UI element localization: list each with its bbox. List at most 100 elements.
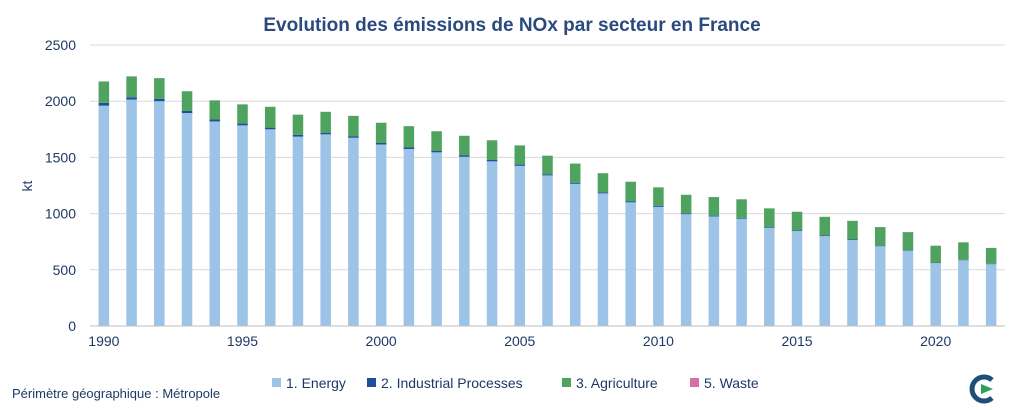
bar-segment-energy [431, 152, 442, 326]
y-axis-ticks: 0 500 1000 1500 2000 2500 [45, 37, 76, 334]
y-tick-label: 500 [53, 262, 77, 278]
bar-segment-industrial-processes [459, 155, 470, 157]
bar-segment-industrial-processes [486, 159, 498, 162]
legend: 1. Energy 2. Industrial Processes 3. Agric… [272, 375, 759, 391]
x-axis-ticks: 1990 1995 2000 2005 2010 2015 2020 [88, 333, 951, 349]
y-tick-label: 0 [68, 318, 76, 334]
bar-segment-industrial-processes [209, 119, 221, 122]
bar-segment-agriculture [348, 115, 359, 137]
bar-segment-energy [320, 134, 331, 326]
bar-segment-energy [181, 113, 193, 326]
legend-swatch [367, 378, 376, 387]
y-tick-label: 2500 [45, 37, 76, 53]
bar-segment-agriculture [375, 122, 387, 144]
bar-segment-energy [653, 206, 664, 326]
legend-swatch [562, 378, 571, 387]
bar-segment-industrial-processes [431, 150, 442, 153]
bar-segment-agriculture [958, 242, 969, 260]
x-tick-label: 1990 [88, 333, 119, 349]
bar-segment-industrial-processes [264, 127, 276, 130]
legend-swatch [272, 378, 281, 387]
legend-label: 5. Waste [704, 375, 759, 391]
bar-segment-agriculture [874, 227, 886, 246]
bar-segment-industrial-processes [98, 102, 110, 106]
bar-segment-agriculture [486, 140, 498, 160]
bar-segment-energy [625, 202, 636, 326]
x-tick-label: 2015 [781, 333, 812, 349]
bar-segment-energy [154, 101, 165, 326]
bar-segment-energy [985, 264, 997, 326]
bar-segment-agriculture [264, 106, 276, 128]
bar-segment-industrial-processes [764, 226, 775, 228]
bar-segment-energy [292, 136, 304, 326]
bar-segment-agriculture [181, 91, 193, 111]
bar-segment-industrial-processes [708, 215, 720, 217]
bar-segment-energy [569, 183, 581, 326]
x-tick-label: 2020 [920, 333, 951, 349]
citepa-logo-icon [969, 374, 994, 404]
bar-segment-agriculture [597, 173, 609, 193]
bar-segment-energy [264, 129, 276, 326]
bar-segment-agriculture [653, 187, 664, 206]
legend-label: 2. Industrial Processes [381, 375, 523, 391]
bar-segment-agriculture [320, 111, 331, 133]
bar-segment-agriculture [237, 104, 248, 124]
bar-segment-energy [874, 246, 886, 326]
bar-segment-industrial-processes [653, 205, 664, 207]
x-tick-label: 2000 [366, 333, 397, 349]
bar-segment-industrial-processes [542, 174, 553, 176]
legend-swatch [690, 378, 699, 387]
bar-segment-agriculture [403, 126, 415, 148]
bar-segment-industrial-processes [126, 97, 137, 100]
bar-segment-agriculture [736, 199, 747, 218]
y-tick-label: 1500 [45, 149, 76, 165]
bars [98, 76, 997, 326]
bar-segment-industrial-processes [375, 143, 387, 145]
bar-segment-energy [542, 175, 553, 326]
bar-segment-agriculture [930, 245, 941, 263]
y-tick-label: 2000 [45, 93, 76, 109]
bar-segment-industrial-processes [348, 136, 359, 138]
legend-label: 1. Energy [286, 375, 346, 391]
bar-segment-agriculture [708, 197, 720, 216]
bar-segment-agriculture [126, 76, 137, 98]
bar-segment-energy [680, 214, 692, 326]
bar-segment-industrial-processes [320, 132, 331, 135]
legend-label: 3. Agriculture [576, 375, 658, 391]
bar-segment-industrial-processes [680, 213, 692, 215]
bar-segment-industrial-processes [403, 147, 415, 149]
x-tick-label: 2010 [643, 333, 674, 349]
bar-segment-industrial-processes [625, 201, 636, 203]
bar-segment-energy [930, 263, 941, 326]
bar-segment-energy [597, 193, 609, 326]
bar-segment-energy [209, 121, 221, 326]
bar-segment-agriculture [569, 163, 581, 183]
bar-segment-energy [459, 156, 470, 326]
bar-segment-agriculture [764, 208, 775, 227]
bar-segment-agriculture [680, 194, 692, 214]
bar-segment-energy [736, 218, 747, 326]
bar-segment-energy [348, 137, 359, 326]
bar-segment-energy [403, 148, 415, 326]
x-tick-label: 1995 [227, 333, 258, 349]
bar-segment-agriculture [154, 78, 165, 99]
bar-segment-energy [764, 227, 775, 326]
bar-segment-energy [237, 125, 248, 326]
bar-segment-agriculture [791, 211, 803, 231]
y-tick-label: 1000 [45, 206, 76, 222]
bar-segment-energy [791, 231, 803, 326]
bar-segment-energy [708, 216, 720, 326]
bar-segment-industrial-processes [597, 192, 609, 194]
bar-segment-industrial-processes [736, 217, 747, 219]
bar-segment-energy [819, 236, 831, 326]
chart-title: Evolution des émissions de NOx par secte… [263, 15, 760, 36]
bar-segment-energy [98, 105, 110, 326]
bar-segment-agriculture [625, 181, 636, 202]
bar-segment-industrial-processes [237, 123, 248, 126]
bar-segment-agriculture [98, 81, 110, 103]
footnote: Périmètre géographique : Métropole [12, 386, 221, 401]
bar-segment-agriculture [542, 155, 553, 175]
bar-segment-energy [514, 165, 526, 326]
bar-segment-agriculture [431, 131, 442, 151]
